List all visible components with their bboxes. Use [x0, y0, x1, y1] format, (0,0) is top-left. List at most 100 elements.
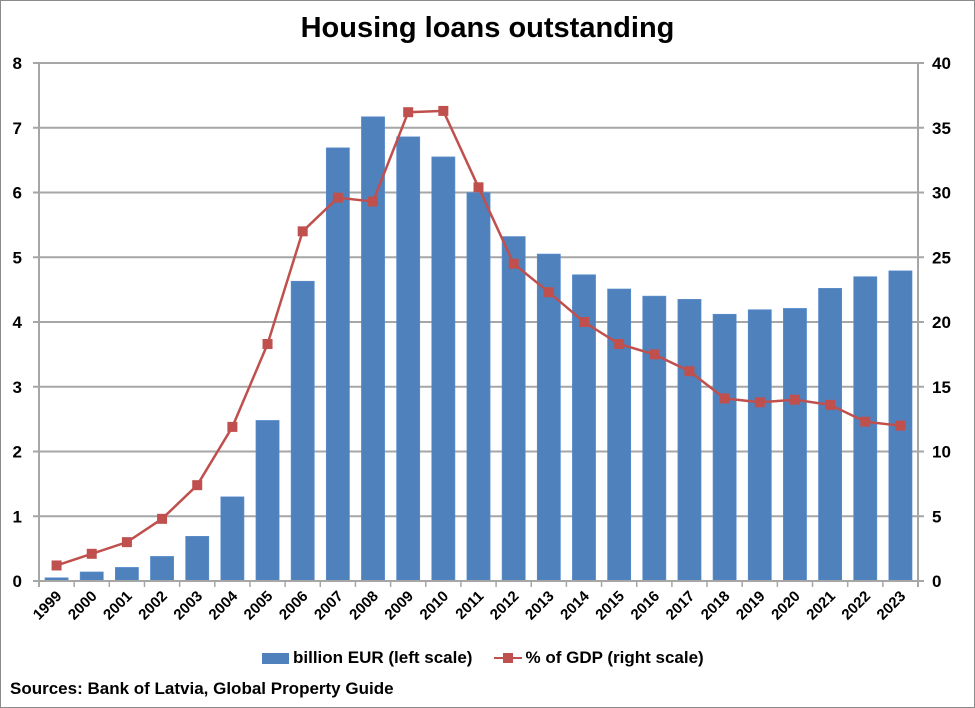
- x-tick-label: 2012: [487, 588, 523, 624]
- x-tick-label: 2009: [381, 588, 417, 624]
- bar: [677, 299, 702, 582]
- square-marker-icon: [789, 394, 800, 405]
- x-tick-label: 2022: [838, 588, 874, 624]
- x-tick-label: 2010: [417, 588, 453, 624]
- square-marker-icon: [473, 182, 484, 193]
- right-tick-label: 0: [932, 572, 941, 591]
- square-marker-icon: [121, 537, 132, 548]
- x-tick-label: 2021: [803, 588, 839, 624]
- bar: [185, 536, 210, 582]
- bar: [150, 556, 174, 582]
- square-marker-icon: [86, 548, 97, 559]
- left-tick-label: 1: [13, 507, 22, 526]
- square-marker-icon: [157, 513, 168, 524]
- left-tick-label: 5: [13, 248, 22, 267]
- square-marker-icon: [368, 196, 379, 207]
- chart-title: Housing loans outstanding: [300, 12, 675, 44]
- right-tick-label: 25: [932, 248, 951, 267]
- bar: [501, 236, 526, 582]
- bar: [79, 571, 104, 582]
- bar-series: [44, 116, 913, 582]
- square-marker-icon: [403, 107, 414, 118]
- x-tick-label: 2017: [663, 588, 699, 624]
- bar: [114, 567, 139, 582]
- x-tick-label: 1999: [30, 588, 66, 624]
- square-marker-icon: [578, 317, 589, 327]
- left-tick-label: 2: [13, 443, 22, 462]
- bar: [783, 308, 807, 582]
- legend-item-line: % of GDP (right scale): [494, 648, 704, 668]
- bar: [466, 192, 491, 582]
- x-tick-label: 2007: [311, 588, 347, 624]
- source-note: Sources: Bank of Latvia, Global Property…: [10, 679, 394, 698]
- x-tick-label: 2005: [241, 588, 277, 624]
- x-tick-label: 2006: [276, 588, 312, 624]
- square-marker-icon: [51, 560, 62, 571]
- bar: [396, 136, 421, 582]
- x-tick-label: 2013: [522, 588, 558, 624]
- right-tick-label: 30: [932, 184, 951, 203]
- square-marker-icon: [192, 480, 203, 491]
- bar: [747, 309, 772, 582]
- right-tick-label: 5: [932, 507, 941, 526]
- square-marker-icon: [754, 397, 765, 408]
- x-tick-label: 2015: [592, 588, 628, 624]
- square-marker-icon: [825, 399, 836, 410]
- x-tick-label: 2008: [346, 588, 382, 624]
- axes: [33, 62, 924, 587]
- x-tick-label: 2014: [557, 587, 593, 623]
- right-tick-label: 35: [932, 119, 951, 138]
- bar: [536, 253, 561, 582]
- bar: [642, 295, 667, 582]
- right-tick-label: 40: [932, 54, 951, 73]
- line-marker-swatch-icon: [494, 652, 523, 664]
- square-marker-icon: [860, 416, 871, 427]
- x-tick-label: 2000: [65, 588, 101, 624]
- line-series: [51, 105, 906, 571]
- bar: [290, 280, 315, 582]
- square-marker-icon: [508, 258, 519, 269]
- x-tick-label: 2011: [452, 588, 487, 623]
- bar: [712, 313, 737, 582]
- bar: [431, 156, 456, 582]
- square-marker-icon: [543, 287, 554, 298]
- bar: [325, 147, 350, 582]
- legend-bar-label: billion EUR (left scale): [293, 648, 473, 667]
- square-marker-icon: [614, 339, 625, 350]
- bar: [853, 276, 878, 582]
- x-tick-label: 2001: [100, 588, 136, 624]
- x-axis-labels: 1999 2000 2001 2002 2003 2004 2005 2006 2007 2008…: [30, 587, 909, 623]
- right-axis-labels: 0 5 10 15 20 25 30 35 40: [932, 54, 951, 591]
- right-tick-label: 15: [932, 378, 951, 397]
- left-axis-labels: 0 1 2 3 4 5 6 7 8: [13, 54, 23, 591]
- x-tick-label: 2020: [768, 588, 804, 624]
- left-tick-label: 7: [13, 119, 22, 138]
- square-marker-icon: [227, 421, 238, 432]
- right-tick-label: 10: [932, 443, 951, 462]
- x-tick-label: 2019: [733, 588, 769, 624]
- x-tick-label: 2018: [698, 588, 734, 624]
- legend: billion EUR (left scale) % of GDP (right…: [262, 648, 726, 668]
- legend-line-label: % of GDP (right scale): [525, 648, 704, 667]
- bar: [220, 496, 245, 582]
- square-marker-icon: [262, 339, 273, 350]
- left-tick-label: 8: [13, 54, 22, 73]
- square-marker-icon: [684, 366, 695, 377]
- x-tick-label: 2003: [170, 588, 206, 624]
- square-marker-icon: [297, 226, 308, 237]
- square-marker-icon: [649, 349, 660, 360]
- bar: [818, 288, 843, 582]
- left-tick-label: 4: [13, 313, 23, 332]
- bar-swatch-icon: [262, 652, 289, 664]
- x-tick-label: 2023: [874, 588, 910, 624]
- x-tick-label: 2002: [135, 588, 171, 624]
- x-tick-label: 2016: [628, 588, 664, 624]
- square-marker-icon: [438, 105, 449, 116]
- square-marker-icon: [895, 420, 906, 431]
- bar: [361, 116, 385, 582]
- left-tick-label: 6: [13, 184, 22, 203]
- x-tick-label: 2004: [206, 587, 242, 623]
- left-tick-label: 3: [13, 378, 22, 397]
- square-marker-icon: [332, 192, 343, 203]
